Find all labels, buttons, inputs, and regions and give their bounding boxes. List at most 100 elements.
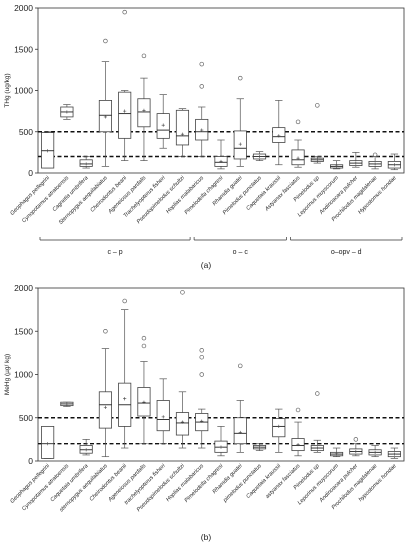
box-11 [233,75,247,167]
box-11 [233,363,247,453]
y-tick-label: 1500 [14,326,33,336]
mean-marker [373,450,377,454]
box-15 [310,103,324,164]
y-tick-label: 1500 [14,44,33,54]
box-3 [79,439,93,456]
outlier-point [315,391,320,396]
mean-marker [46,149,50,153]
box-5 [118,298,132,449]
mean-marker [103,405,108,409]
outlier-point [353,437,359,442]
mean-marker [334,164,339,168]
mean-marker [219,445,223,449]
box-4 [98,38,112,167]
box-13 [272,408,286,453]
iqr-box [98,391,112,429]
box-2 [60,104,74,120]
box-17 [349,437,363,457]
box-18 [368,445,382,458]
box-3 [79,156,93,169]
box-6 [137,53,151,161]
mean-marker [123,397,127,401]
panel-label: (b) [201,532,212,542]
mean-marker [161,123,165,127]
mean-marker [277,134,281,138]
outlier-point [199,348,204,353]
iqr-box [175,412,190,436]
mean-marker [315,446,319,450]
box-1 [41,131,55,169]
outlier-point [141,343,147,349]
outlier-point [180,290,185,295]
box-16 [330,160,344,170]
mean-marker [257,154,262,159]
box-7 [156,94,170,149]
outlier-point [122,298,127,304]
box-12 [252,151,267,161]
mean-marker [354,449,358,454]
box-5 [118,9,132,161]
mean-marker [373,162,377,166]
mean-marker [219,159,223,164]
iqr-box [175,109,190,146]
category-label: Caquetaia kraussii [245,175,282,212]
outlier-point [372,152,378,158]
y-axis-label: MeHg (µg/ kg) [4,354,11,395]
box-19 [387,153,401,171]
iqr-box [233,417,247,445]
mean-marker [200,128,204,132]
outlier-point [199,354,204,360]
outlier-point [199,372,204,377]
box-16 [330,447,344,458]
group-label: c – p [107,249,122,256]
mean-marker [103,115,108,119]
box-17 [349,152,363,168]
mean-marker [257,445,262,449]
y-tick-label: 500 [19,413,33,423]
mean-marker [200,419,204,423]
outlier-point [295,407,301,413]
outlier-point [238,75,243,81]
mean-marker [354,161,358,165]
mean-marker [238,142,242,146]
box-8 [175,290,190,449]
mean-marker [392,163,396,167]
y-tick-label: 0 [28,456,33,466]
mean-marker [46,442,50,446]
box-18 [368,152,382,170]
group-label: o – c [233,249,249,256]
outlier-point [103,329,108,334]
outlier-point [103,38,108,44]
category-label: Hypostomus hondae [357,175,398,216]
mean-marker [65,402,69,406]
mean-marker [238,430,242,435]
box-6 [137,335,151,445]
box-7 [156,378,170,445]
y-tick-label: 2000 [14,283,33,293]
box-8 [175,108,190,157]
outlier-point [199,84,204,89]
box-14 [291,119,305,168]
outlier-point [141,53,147,59]
y-tick-label: 2000 [14,3,33,13]
box-10 [214,426,228,457]
mean-marker [65,110,69,114]
y-axis-label: THg (ug/kg) [4,73,11,107]
mean-marker [161,415,165,419]
category-label: Caquetaia kraussii [245,463,282,500]
mean-marker [392,452,396,456]
mean-marker [296,156,300,160]
box-2 [60,401,74,407]
y-tick-label: 0 [28,168,33,178]
mean-marker [334,452,339,456]
category-label: hypostomus hondae [358,463,398,503]
mean-marker [142,108,146,112]
mean-marker [84,162,88,166]
box-15 [310,391,324,453]
panel-label: (a) [201,260,212,270]
category-label: astyanax fasciatus [265,463,302,500]
category-label: Astyanax fasciatus [264,175,302,213]
